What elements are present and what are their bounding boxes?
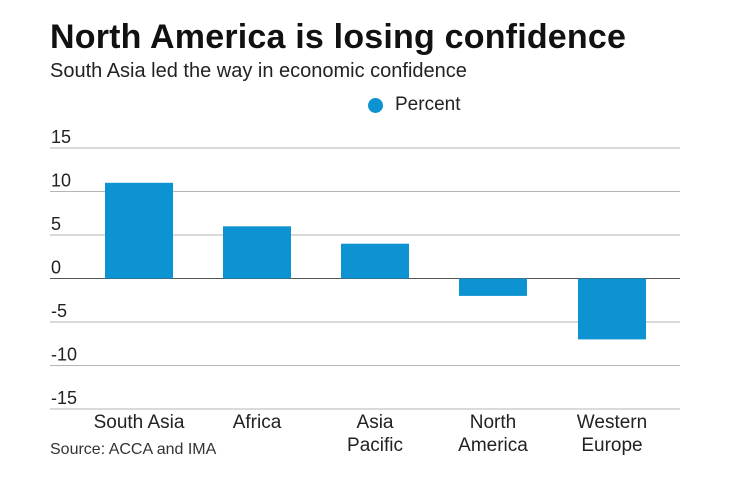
y-tick-label: -10 bbox=[51, 345, 77, 365]
y-tick-label: -5 bbox=[51, 301, 67, 321]
x-tick-label: Western Europe bbox=[577, 412, 647, 456]
y-tick-label: 10 bbox=[51, 171, 71, 191]
legend: Percent bbox=[368, 94, 460, 116]
bar bbox=[578, 278, 646, 340]
bar bbox=[105, 182, 173, 279]
y-tick-label: -15 bbox=[51, 388, 77, 408]
bar bbox=[459, 278, 527, 296]
y-tick-label: 5 bbox=[51, 214, 61, 234]
bar bbox=[223, 226, 291, 279]
x-tick-label: Asia Pacific bbox=[347, 412, 403, 456]
chart-title: North America is losing confidence bbox=[50, 18, 627, 56]
x-tick-label: South Asia bbox=[94, 412, 185, 433]
legend-swatch bbox=[368, 97, 383, 113]
y-tick-label: 0 bbox=[51, 258, 61, 278]
y-tick-label: 15 bbox=[51, 127, 71, 147]
bar bbox=[341, 243, 409, 279]
chart-subtitle: South Asia led the way in economic confi… bbox=[50, 60, 467, 82]
x-tick-label: North America bbox=[458, 412, 528, 456]
source-note: Source: ACCA and IMA bbox=[50, 441, 217, 458]
legend-label: Percent bbox=[395, 94, 461, 115]
x-tick-label: Africa bbox=[233, 412, 282, 433]
